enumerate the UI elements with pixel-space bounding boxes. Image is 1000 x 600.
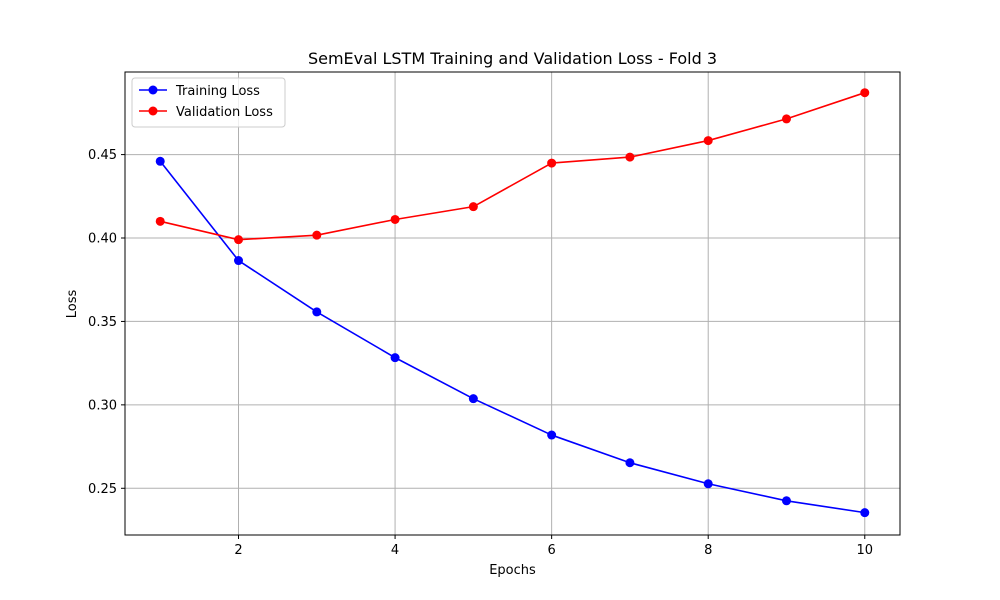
y-axis-ticks: 0.25 0.30 0.35 0.40 0.45 [88,148,125,497]
data-point-validation-loss [312,230,322,240]
x-axis-title: Epochs [489,563,536,578]
x-tick-label: 2 [234,543,242,558]
series-line-validation-loss [160,91,866,241]
y-tick-label: 0.25 [88,482,117,497]
legend-marker-validation-loss [148,106,158,116]
x-tick-label: 8 [704,543,712,558]
x-axis-ticks: 2 4 6 8 10 [234,535,873,558]
series-training-loss [155,156,870,518]
data-point-validation-loss [625,152,635,162]
data-point-validation-loss [703,136,713,146]
data-point-training-loss [781,496,791,506]
x-tick-label: 4 [391,543,399,558]
data-point-training-loss [234,256,244,266]
legend-marker-training-loss [148,85,158,95]
y-tick-label: 0.35 [88,315,117,330]
series-line-training-loss [159,160,865,514]
x-tick-label: 10 [856,543,873,558]
data-point-training-loss [703,479,713,489]
legend-label-training-loss: Training Loss [175,84,260,99]
legend-box [131,77,286,128]
legend: Training Loss Validation Loss [131,77,286,128]
data-point-validation-loss [468,202,478,212]
data-point-validation-loss [234,235,244,245]
y-tick-label: 0.40 [88,232,117,247]
data-point-training-loss [390,353,400,363]
series-validation-loss [155,88,870,245]
series-layer [155,88,870,518]
y-tick-label: 0.30 [88,398,117,413]
data-point-training-loss [468,394,478,404]
data-point-training-loss [547,430,557,440]
data-point-validation-loss [860,88,870,98]
y-axis-title: Loss [65,290,80,319]
chart-title: SemEval LSTM Training and Validation Los… [308,49,717,68]
legend-label-validation-loss: Validation Loss [176,105,273,120]
data-point-validation-loss [390,214,400,224]
y-tick-label: 0.45 [88,148,117,163]
data-point-training-loss [625,458,635,468]
plot-frame [124,71,901,536]
data-point-training-loss [155,156,165,166]
data-point-training-loss [312,307,322,317]
data-point-training-loss [860,508,870,518]
x-tick-label: 6 [548,543,556,558]
data-point-validation-loss [781,114,791,124]
data-point-validation-loss [155,216,165,226]
data-point-validation-loss [547,158,557,168]
